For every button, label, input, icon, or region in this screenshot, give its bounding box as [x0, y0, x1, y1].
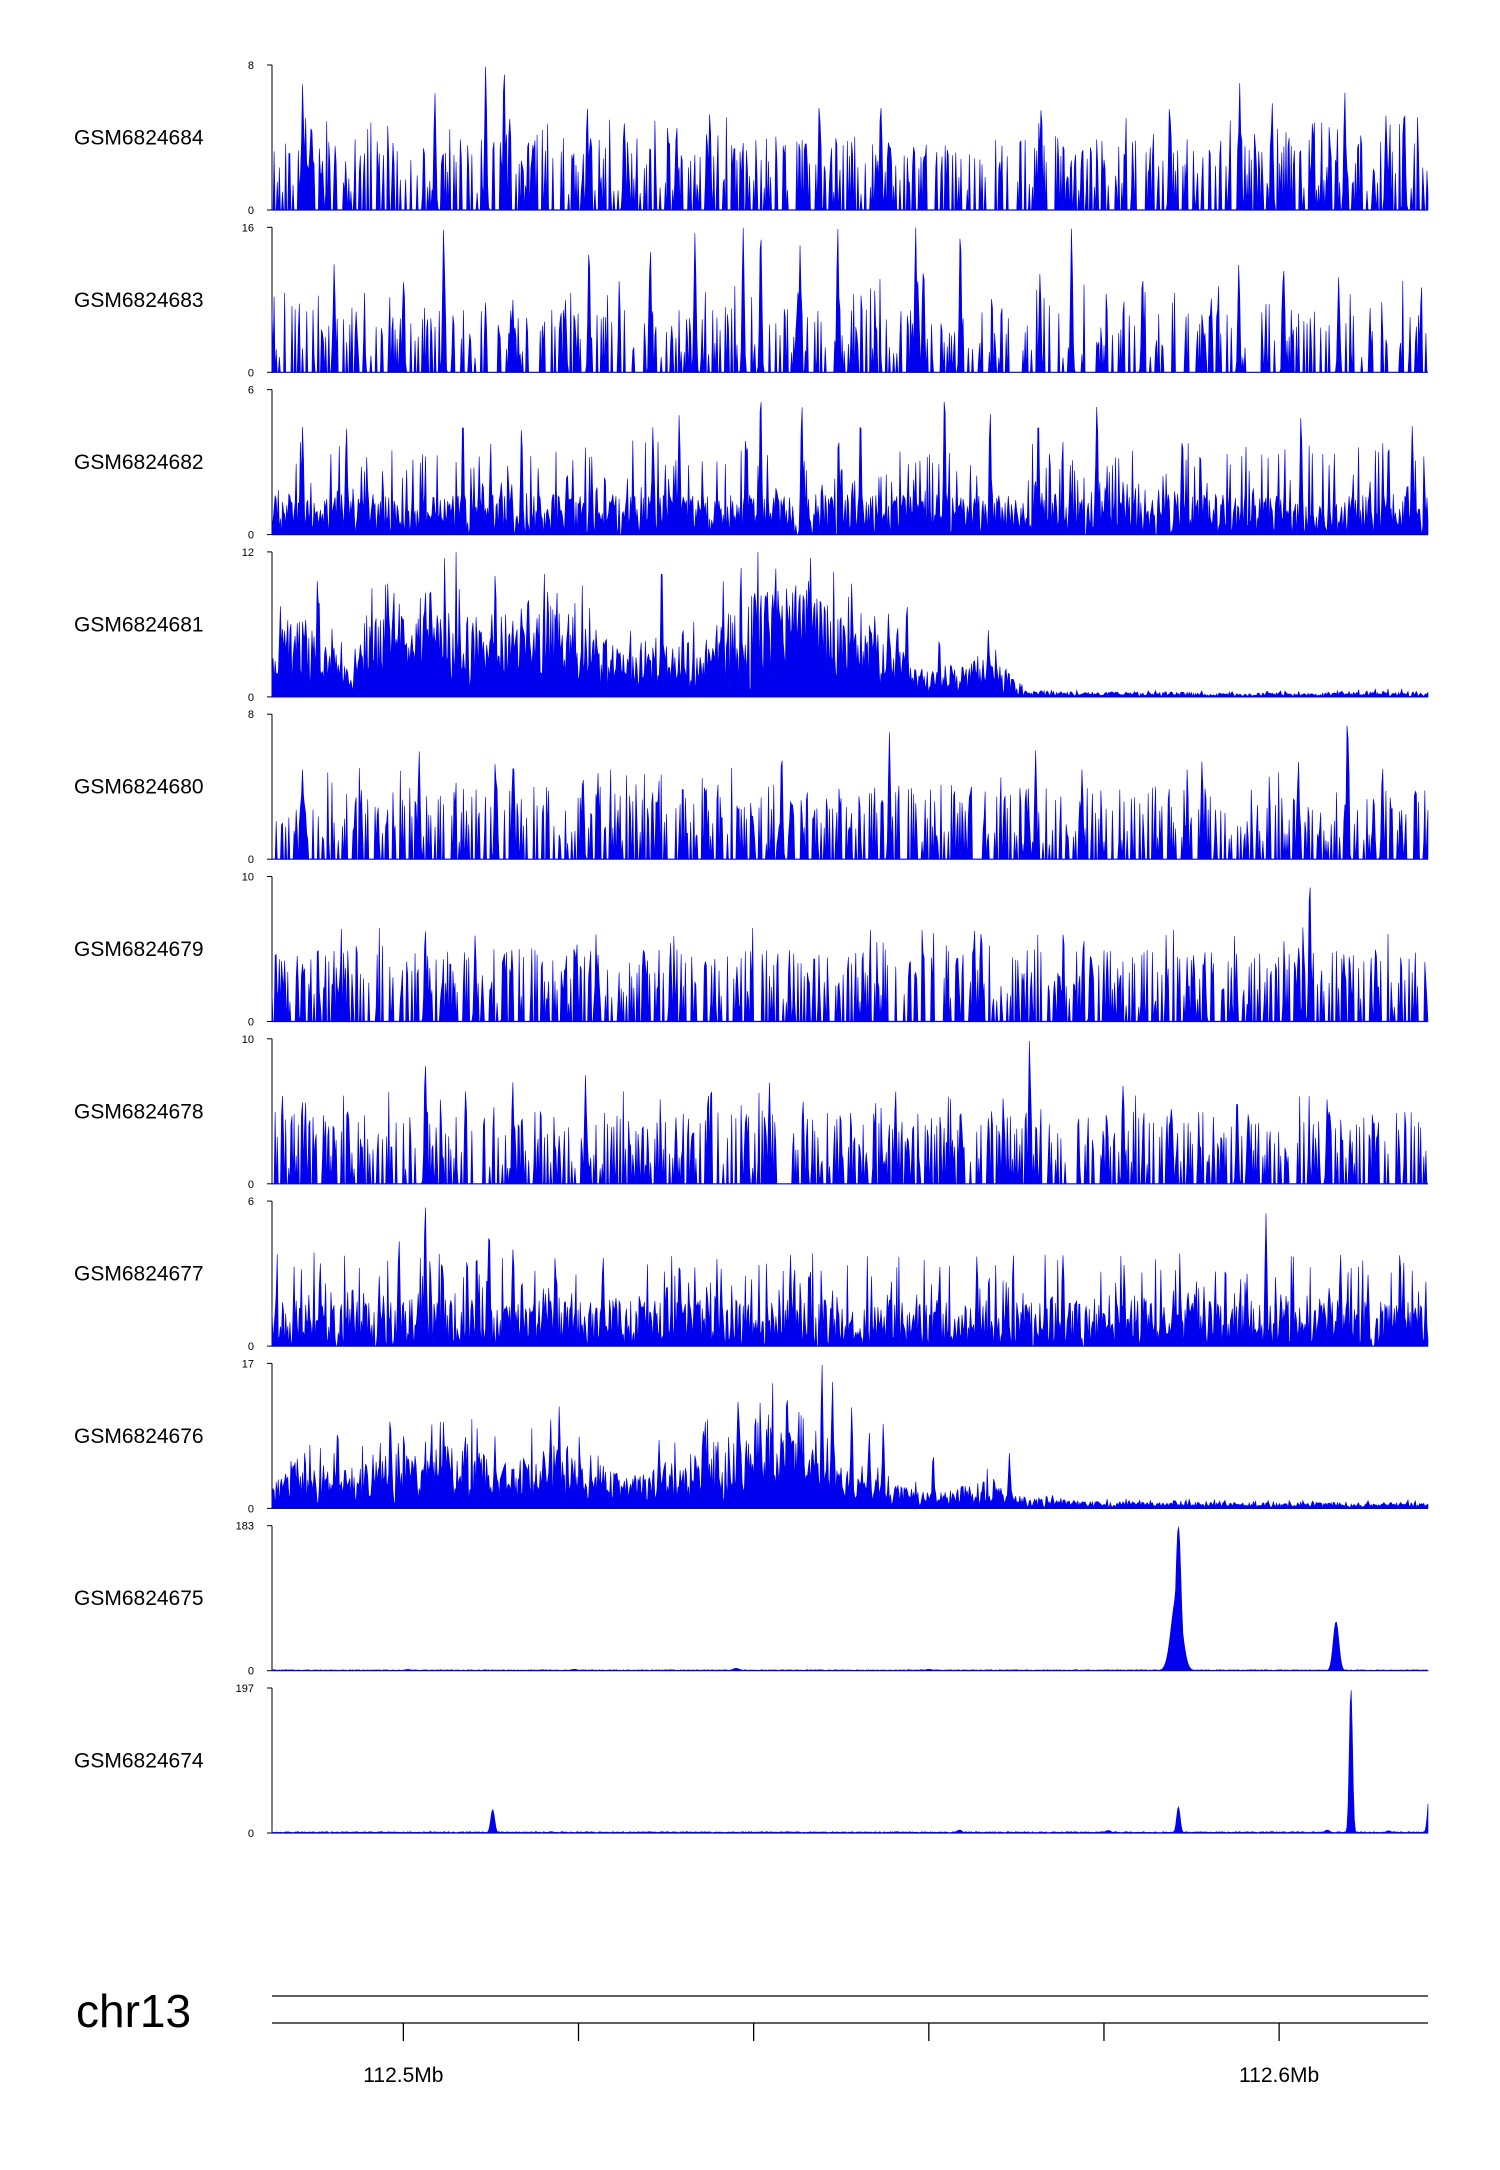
- coverage-area: [271, 401, 1429, 535]
- track-label: GSM6824676: [74, 1425, 204, 1448]
- y-min-label: 0: [248, 854, 254, 866]
- y-min-label: 0: [248, 692, 254, 704]
- x-tick-label: 112.5Mb: [363, 2064, 443, 2087]
- coverage-area: [272, 1041, 1428, 1185]
- coverage-area: [271, 1207, 1429, 1347]
- track-GSM6824679: GSM6824679 10 0: [74, 872, 1429, 1029]
- track-label: GSM6824678: [74, 1100, 204, 1123]
- y-max-label: 8: [248, 60, 254, 72]
- y-max-label: 17: [242, 1358, 254, 1370]
- y-min-label: 0: [248, 1828, 254, 1840]
- track-GSM6824681: GSM6824681 12 0: [74, 547, 1429, 704]
- coverage-area: [271, 551, 1429, 698]
- tracks-layer: GSM682468480GSM6824683160GSM682468260GSM…: [74, 60, 1429, 1840]
- y-max-label: 6: [248, 385, 254, 397]
- coverage-area: [272, 725, 1429, 860]
- y-max-label: 183: [236, 1521, 254, 1533]
- y-min-label: 0: [248, 1341, 254, 1353]
- track-label: GSM6824679: [74, 938, 204, 961]
- y-max-label: 16: [242, 222, 254, 234]
- track-label: GSM6824680: [74, 776, 204, 799]
- genomic-axis: chr13 112.5Mb 112.6Mb: [76, 1985, 1428, 2087]
- track-label: GSM6824683: [74, 289, 204, 312]
- track-GSM6824684: GSM6824684 8 0: [74, 60, 1429, 217]
- coverage-area: [271, 1526, 1429, 1671]
- x-tick-label: 112.6Mb: [1239, 2064, 1319, 2087]
- coverage-area: [271, 227, 1428, 374]
- y-max-label: 6: [248, 1196, 254, 1208]
- coverage-area: [271, 1364, 1429, 1509]
- track-GSM6824675: GSM6824675 183 0: [74, 1521, 1429, 1678]
- coverage-area: [271, 887, 1429, 1023]
- y-max-label: 8: [248, 709, 254, 721]
- y-max-label: 12: [242, 547, 254, 559]
- track-label: GSM6824677: [74, 1263, 204, 1286]
- y-max-label: 197: [236, 1683, 254, 1695]
- y-min-label: 0: [248, 1017, 254, 1029]
- track-label: GSM6824674: [74, 1750, 204, 1773]
- coverage-area: [271, 1690, 1429, 1834]
- y-max-label: 10: [242, 872, 254, 884]
- track-GSM6824683: GSM6824683 16 0: [74, 222, 1428, 379]
- track-GSM6824678: GSM6824678 10 0: [74, 1034, 1428, 1191]
- y-min-label: 0: [248, 205, 254, 217]
- y-min-label: 0: [248, 530, 254, 542]
- track-GSM6824677: GSM6824677 6 0: [74, 1196, 1429, 1353]
- y-min-label: 0: [248, 367, 254, 379]
- coverage-area: [272, 66, 1429, 212]
- track-GSM6824674: GSM6824674 197 0: [74, 1683, 1429, 1840]
- y-min-label: 0: [248, 1179, 254, 1191]
- track-label: GSM6824684: [74, 127, 204, 150]
- track-label: GSM6824682: [74, 451, 204, 474]
- y-min-label: 0: [248, 1666, 254, 1678]
- track-GSM6824680: GSM6824680 8 0: [74, 709, 1429, 866]
- track-GSM6824676: GSM6824676 17 0: [74, 1358, 1429, 1515]
- track-GSM6824682: GSM6824682 6 0: [74, 385, 1429, 542]
- track-label: GSM6824675: [74, 1587, 204, 1610]
- chromosome-label: chr13: [76, 1985, 191, 2037]
- y-max-label: 10: [242, 1034, 254, 1046]
- y-min-label: 0: [248, 1503, 254, 1515]
- track-label: GSM6824681: [74, 613, 204, 636]
